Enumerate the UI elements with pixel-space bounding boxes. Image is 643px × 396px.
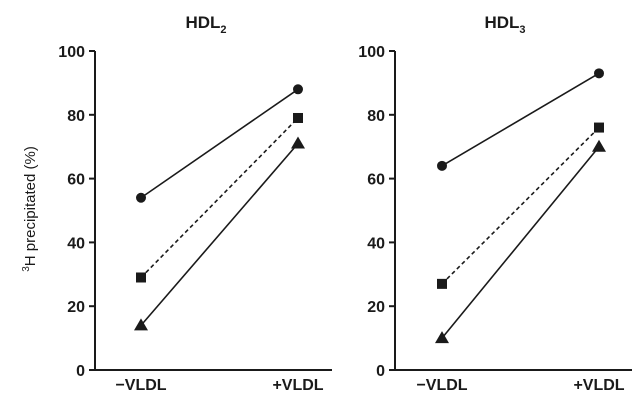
series-line-square [441, 126, 600, 285]
data-point-triangle [435, 331, 449, 344]
y-tick-label: 80 [67, 108, 85, 125]
panel-hdl3: HDL3 0 20 40 60 80 100 −VLDL +VLDL [358, 13, 632, 394]
data-point-triangle [134, 318, 148, 331]
y-axis-label-superscript: 3 [21, 266, 32, 272]
y-tick-label: 20 [67, 299, 85, 316]
y-tick-label: 80 [367, 108, 385, 125]
y-tick-label: 0 [76, 363, 85, 380]
y-tick-label: 100 [58, 44, 85, 61]
data-point-circle [136, 192, 146, 203]
panel-title-subscript: 3 [519, 24, 525, 36]
data-point-square [293, 112, 303, 123]
panel-title-text: HDL [484, 13, 519, 32]
y-tick-label: 40 [367, 235, 385, 252]
series-line-triangle [441, 146, 600, 339]
data-point-square [136, 272, 146, 283]
y-axis-label-text: H precipitated (%) [22, 146, 39, 266]
y-tick-label: 60 [367, 172, 385, 189]
y-tick-label: 0 [376, 363, 385, 380]
y-tick-label: 60 [67, 172, 85, 189]
series-line-triangle [140, 142, 299, 326]
y-tick-label: 20 [367, 299, 385, 316]
x-category-label: +VLDL [272, 377, 323, 394]
panel-title-text: HDL [185, 13, 220, 32]
series-line-square [140, 117, 299, 279]
panel-title: HDL2 [185, 13, 226, 36]
data-point-circle [594, 68, 604, 79]
series-line-circle [441, 72, 600, 167]
data-point-square [594, 122, 604, 133]
y-tick-label: 40 [67, 235, 85, 252]
data-point-triangle [291, 136, 305, 149]
y-axis-label: 3H precipitated (%) [21, 146, 39, 272]
data-point-square [437, 278, 447, 289]
y-tick-label: 100 [358, 44, 385, 61]
panel-title-subscript: 2 [220, 24, 226, 36]
x-category-label: −VLDL [115, 377, 166, 394]
panel-title: HDL3 [484, 13, 525, 36]
x-category-label: −VLDL [416, 377, 467, 394]
data-point-circle [293, 84, 303, 95]
data-point-triangle [592, 139, 606, 152]
series-line-circle [140, 88, 299, 199]
data-point-circle [437, 160, 447, 171]
x-category-label: +VLDL [573, 377, 624, 394]
